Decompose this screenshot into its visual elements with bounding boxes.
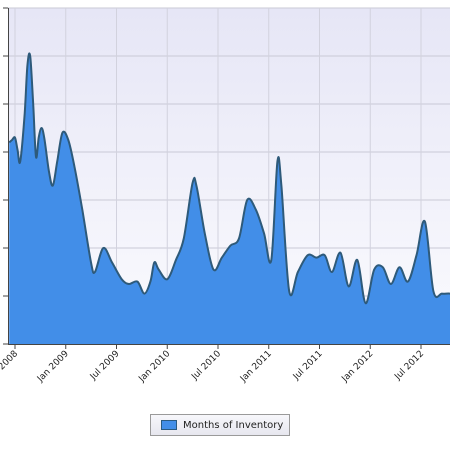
x-tick-label: 2008: [0, 349, 20, 372]
x-tick-label: Jul 2010: [189, 349, 223, 383]
x-tick-label: Jan 2010: [137, 349, 173, 385]
x-tick-label: Jan 2011: [238, 349, 274, 385]
series-line-months-of-inventory: [8, 52, 450, 305]
legend-swatch: [161, 420, 177, 430]
x-axis-ticks: 2008 Jan 2009 Jul 2009 Jan 2010 Jul 2010 Jan …: [0, 344, 426, 385]
x-tick-label: Jul 2012: [392, 349, 426, 383]
x-tick-label: Jan 2009: [35, 349, 71, 385]
legend: Months of Inventory: [150, 414, 290, 436]
series-area-months-of-inventory: [9, 53, 450, 344]
legend-label: Months of Inventory: [183, 419, 284, 431]
x-tick-label: Jul 2011: [291, 349, 325, 383]
x-tick-label: Jan 2012: [340, 349, 376, 385]
x-tick-label: Jul 2009: [88, 349, 122, 383]
axes: [3, 7, 450, 345]
